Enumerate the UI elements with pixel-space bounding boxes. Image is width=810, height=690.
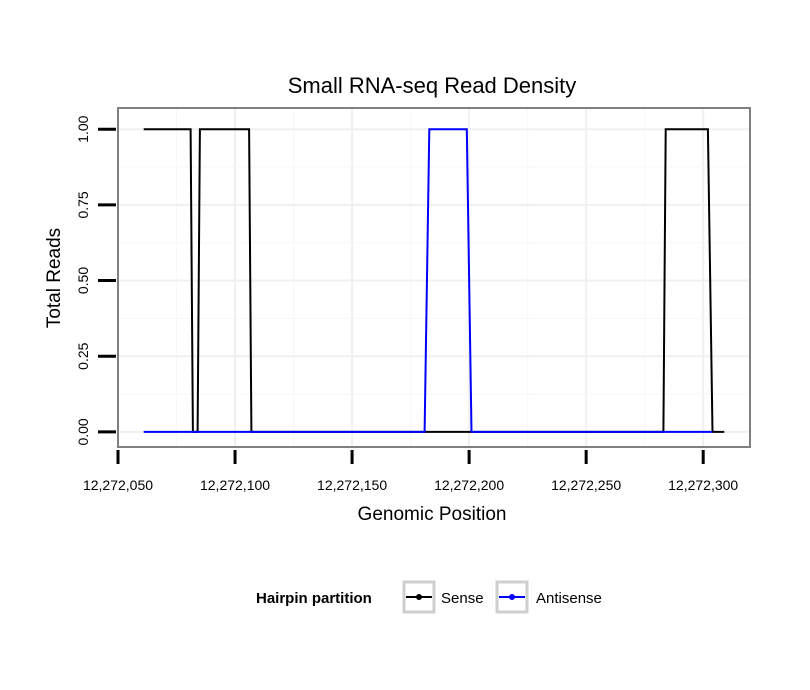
legend-key-sense-dot: [416, 594, 422, 600]
x-tick-label: 12,272,200: [434, 477, 504, 493]
y-tick-label: 1.00: [75, 115, 91, 142]
legend-label-sense: Sense: [441, 590, 484, 607]
x-axis-title: Genomic Position: [358, 504, 507, 525]
x-tick-label: 12,272,150: [317, 477, 387, 493]
x-tick-label: 12,272,300: [668, 477, 738, 493]
legend-key-antisense-dot: [509, 594, 515, 600]
x-tick-label: 12,272,050: [83, 477, 153, 493]
y-tick-label: 0.00: [75, 418, 91, 445]
legend-title: Hairpin partition: [256, 590, 372, 607]
axes: 12,272,050 12,272,100 12,272,150 12,272,200…: [75, 115, 738, 493]
legend: Hairpin partition Sense Antisense: [256, 580, 602, 614]
x-tick-label: 12,272,250: [551, 477, 621, 493]
grid: [117, 108, 750, 447]
y-tick-label: 0.75: [75, 191, 91, 218]
y-tick-label: 0.50: [75, 267, 91, 294]
legend-label-antisense: Antisense: [536, 590, 602, 607]
plot-panel-border: [117, 107, 751, 448]
chart-title: Small RNA-seq Read Density: [288, 73, 577, 98]
x-tick-label: 12,272,100: [200, 477, 270, 493]
series-line-antisense: [143, 128, 713, 433]
series-layer: [143, 128, 725, 433]
y-tick-label: 0.25: [75, 342, 91, 369]
y-axis-title: Total Reads: [44, 228, 65, 328]
